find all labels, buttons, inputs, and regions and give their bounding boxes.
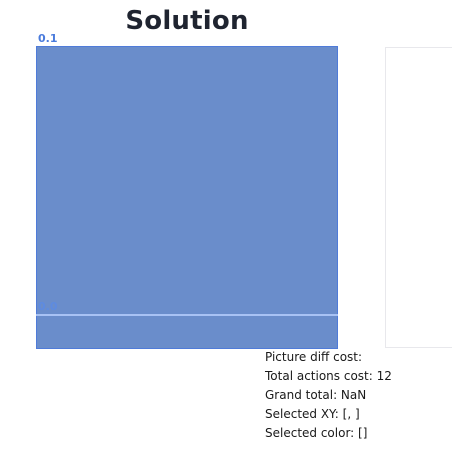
picture-diff-cost: Picture diff cost: [265,350,363,364]
selected-color: Selected color: [] [265,426,368,440]
selected-xy: Selected XY: [, ] [265,407,360,421]
side-panel [385,47,452,348]
axis-label-top: 0.1 [38,32,58,45]
total-actions-cost: Total actions cost: 12 [265,369,392,383]
axis-label-bottom: 0.0 [38,300,58,313]
solution-canvas-fill[interactable] [36,46,338,349]
info-panel: Picture diff cost: Total actions cost: 1… [265,348,392,443]
page-title: Solution [125,6,249,36]
solution-canvas[interactable] [36,46,338,349]
grand-total: Grand total: NaN [265,388,367,402]
baseline-line [36,314,338,316]
